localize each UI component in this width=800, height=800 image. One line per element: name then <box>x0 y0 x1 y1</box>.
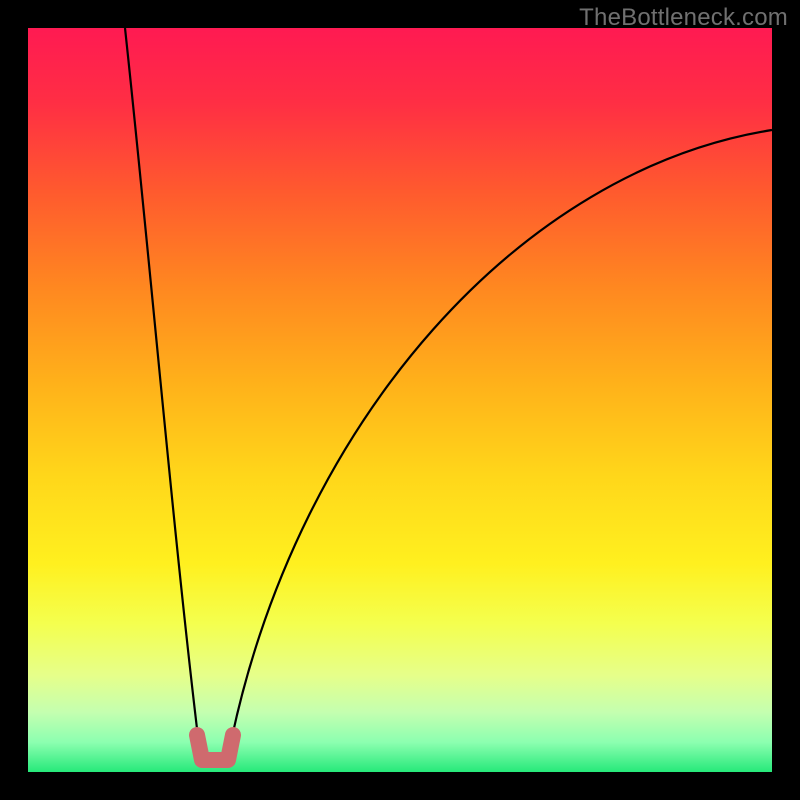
chart-svg <box>0 0 800 800</box>
gradient-plot-area <box>28 28 772 772</box>
chart-container: TheBottleneck.com <box>0 0 800 800</box>
watermark-text: TheBottleneck.com <box>579 4 788 32</box>
